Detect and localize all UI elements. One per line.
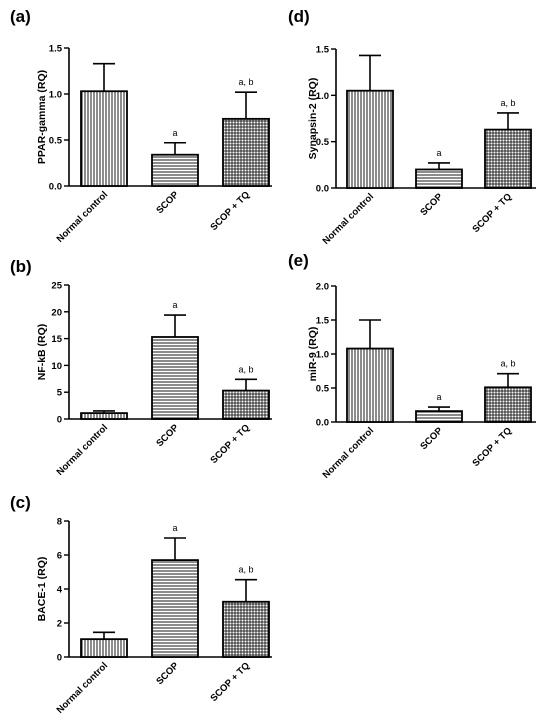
y-tick-label: 0.0 xyxy=(316,184,329,195)
chart-panel-2: (b) NF-kB (RQ) 0 5 10 15 20 25 Normal control a SC… xyxy=(10,257,272,478)
y-tick-label: 10 xyxy=(51,361,62,372)
bar-3 xyxy=(484,128,532,189)
panel-label: (a) xyxy=(10,7,31,26)
significance-label: a, b xyxy=(500,359,515,369)
bar-2 xyxy=(415,410,463,423)
bar-1 xyxy=(346,89,394,189)
bar-2 xyxy=(151,153,199,187)
significance-label: a xyxy=(172,523,177,533)
y-tick-label: 1.5 xyxy=(316,45,330,56)
panel-label: (d) xyxy=(288,7,310,26)
panel-label: (c) xyxy=(10,493,31,512)
significance-label: a xyxy=(436,148,441,158)
x-category-label: Normal control xyxy=(321,191,377,247)
bar-1 xyxy=(80,412,128,420)
y-tick-label: 0 xyxy=(57,653,62,664)
x-category-label: Normal control xyxy=(55,189,111,245)
y-tick-label: 4 xyxy=(57,585,63,596)
chart-panel-3: (c) BACE-1 (RQ) 0 2 4 6 8 Normal control a SCOP a,… xyxy=(10,493,272,716)
y-tick-label: 15 xyxy=(51,334,62,345)
y-tick-label: 1.5 xyxy=(316,316,330,327)
chart-panel-4: (d) Synapsin-2 (RQ) 0.0 0.5 1.0 1.5 Normal con… xyxy=(288,7,536,247)
y-tick-label: 1.0 xyxy=(316,350,329,361)
x-category-label: Normal control xyxy=(321,425,377,481)
bar-1 xyxy=(346,347,394,423)
y-axis-label: PPAR-gamma (RQ) xyxy=(36,70,48,164)
y-tick-label: 5 xyxy=(57,388,63,399)
bar-3 xyxy=(222,600,270,658)
x-category-label: Normal control xyxy=(55,660,111,716)
bar-2 xyxy=(151,559,199,658)
x-category-label: SCOP xyxy=(418,191,445,218)
chart-panel-1: (a) PPAR-gamma (RQ) 0.0 0.5 1.0 1.5 Normal con… xyxy=(10,7,272,245)
x-category-label: SCOP + TQ xyxy=(470,425,514,469)
bar-1 xyxy=(80,638,128,658)
x-category-label: SCOP + TQ xyxy=(470,191,514,235)
significance-label: a, b xyxy=(238,364,253,374)
y-tick-label: 0 xyxy=(57,415,62,426)
bar-3 xyxy=(484,386,532,423)
y-tick-label: 20 xyxy=(51,307,62,318)
bar-1 xyxy=(80,90,128,187)
panel-label: (e) xyxy=(288,251,309,270)
x-category-label: SCOP + TQ xyxy=(208,189,252,233)
y-tick-label: 1.0 xyxy=(49,90,62,101)
y-tick-label: 0.5 xyxy=(49,136,63,147)
significance-label: a xyxy=(172,128,177,138)
x-category-label: SCOP xyxy=(154,660,181,687)
y-tick-label: 1.0 xyxy=(316,91,329,102)
y-tick-label: 25 xyxy=(51,281,62,292)
bar-2 xyxy=(151,336,199,420)
significance-label: a, b xyxy=(238,77,253,87)
bar-3 xyxy=(222,117,270,187)
y-tick-label: 2 xyxy=(57,619,62,630)
significance-label: a xyxy=(436,392,441,402)
bar-2 xyxy=(415,168,463,189)
y-tick-label: 0.0 xyxy=(49,182,62,193)
y-tick-label: 0.5 xyxy=(316,384,330,395)
y-tick-label: 0.0 xyxy=(316,418,329,429)
x-category-label: SCOP + TQ xyxy=(208,422,252,466)
y-tick-label: 0.5 xyxy=(316,137,330,148)
y-axis-label: Synapsin-2 (RQ) xyxy=(307,78,319,160)
chart-panel-5: (e) miR-9 (RQ) 0.0 0.5 1.0 1.5 2.0 Normal contr… xyxy=(288,251,536,481)
x-category-label: SCOP xyxy=(418,425,445,452)
y-tick-label: 2.0 xyxy=(316,282,329,293)
y-axis-label: BACE-1 (RQ) xyxy=(36,557,48,622)
y-axis-label: miR-9 (RQ) xyxy=(307,327,319,382)
x-category-label: SCOP xyxy=(154,422,181,449)
significance-label: a, b xyxy=(238,565,253,575)
panel-label: (b) xyxy=(10,257,32,276)
significance-label: a, b xyxy=(500,98,515,108)
y-axis-label: NF-kB (RQ) xyxy=(36,324,48,381)
x-category-label: SCOP xyxy=(154,189,181,216)
y-tick-label: 1.5 xyxy=(49,44,63,55)
x-category-label: Normal control xyxy=(55,422,111,478)
x-category-label: SCOP + TQ xyxy=(208,660,252,704)
bar-3 xyxy=(222,389,270,420)
significance-label: a xyxy=(172,300,177,310)
y-tick-label: 8 xyxy=(57,517,62,528)
y-tick-label: 6 xyxy=(57,551,62,562)
